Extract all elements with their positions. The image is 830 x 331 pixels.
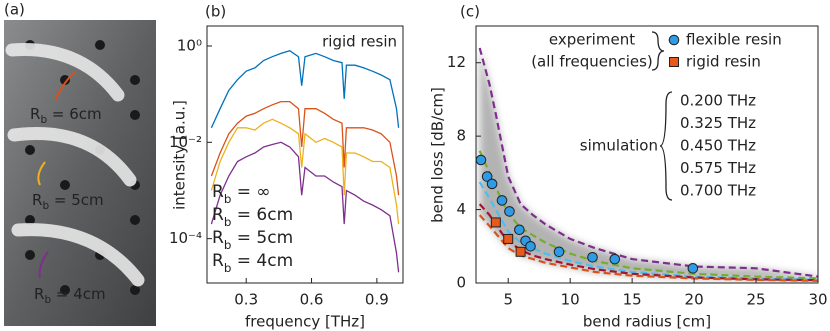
x-tick-label: 0.6: [300, 291, 324, 309]
legend-label: 0.450 THz: [680, 137, 756, 155]
legend-label: flexible resin: [686, 31, 782, 49]
marker-circle: [514, 224, 525, 236]
spectrum-line: [210, 118, 400, 225]
marker-circle: [496, 195, 508, 206]
x-tick-label: 20: [685, 291, 704, 309]
simulation-line: [478, 150, 818, 280]
brace: [651, 31, 673, 201]
marker-circle: [525, 240, 536, 252]
x-tick-label: 5: [503, 291, 513, 309]
marker-square: [503, 233, 514, 244]
legend-label: rigid resin: [686, 53, 761, 71]
legend-label: 0.700 THz: [680, 182, 756, 200]
panel-label: (a): [4, 1, 25, 19]
panel-label: (c): [460, 3, 480, 21]
y-tick-label: 12: [447, 53, 466, 71]
y-tick-label: 10⁻²: [169, 133, 202, 151]
plot-frame: [206, 25, 404, 284]
y-axis-label: bend loss [dB/cm]: [429, 87, 447, 223]
x-tick-label: 30: [808, 291, 827, 309]
legend-marker: [668, 34, 680, 46]
marker-circle: [475, 154, 487, 166]
legend-label: 0.325 THz: [680, 114, 756, 132]
legend-title: experiment: [549, 31, 635, 49]
legend-marker: [669, 57, 679, 67]
y-tick-label: 4: [456, 200, 466, 218]
legend-title: (all frequencies): [531, 53, 653, 71]
marker-square: [515, 246, 526, 257]
y-tick-label: 10⁰: [177, 36, 202, 54]
panel-label: (b): [205, 3, 226, 21]
x-axis-label: frequency [THz]: [245, 313, 365, 331]
x-tick-label: 15: [623, 291, 642, 309]
y-tick-label: 8: [456, 127, 466, 145]
y-tick-label: 0: [456, 274, 466, 292]
legend-label: Rb = 4cm: [212, 251, 293, 275]
marker-circle: [687, 263, 699, 274]
x-tick-label: 10: [561, 291, 580, 309]
annotation: Rb = 6cm: [30, 105, 102, 127]
legend-label: 0.575 THz: [680, 159, 756, 177]
x-axis-label: bend radius [cm]: [583, 313, 711, 331]
marker-circle: [587, 251, 598, 263]
marker-circle: [609, 253, 621, 265]
y-tick-label: 10⁻⁴: [169, 229, 202, 247]
spectrum-line: [210, 100, 400, 196]
spectrum-line: [210, 141, 400, 273]
simulation-line: [478, 181, 818, 281]
plot-lines: [210, 49, 400, 273]
legend-label: 0.200 THz: [680, 92, 756, 110]
x-tick-label: 0.9: [365, 291, 389, 309]
legend-label: Rb = ∞: [212, 182, 271, 206]
marker-square: [490, 217, 501, 228]
simulation-line: [478, 214, 818, 282]
legend-title: simulation: [580, 137, 658, 155]
annotation: Rb = 4cm: [34, 285, 106, 307]
legend-label: Rb = 6cm: [212, 205, 293, 229]
spectrum-line: [210, 49, 400, 129]
annotation: rigid resin: [322, 33, 397, 51]
annotation: Rb = 5cm: [32, 191, 104, 213]
marker-circle: [481, 171, 493, 182]
marker-circle: [553, 246, 565, 258]
x-tick-label: 25: [746, 291, 765, 309]
plot-frame: [475, 25, 819, 284]
x-tick-label: 0.3: [234, 291, 258, 309]
legend-label: Rb = 5cm: [212, 228, 293, 252]
photo: [4, 20, 156, 326]
marker-circle: [486, 178, 498, 190]
marker-circle: [504, 206, 515, 217]
y-axis-label: intensity [a.u.]: [171, 100, 189, 210]
